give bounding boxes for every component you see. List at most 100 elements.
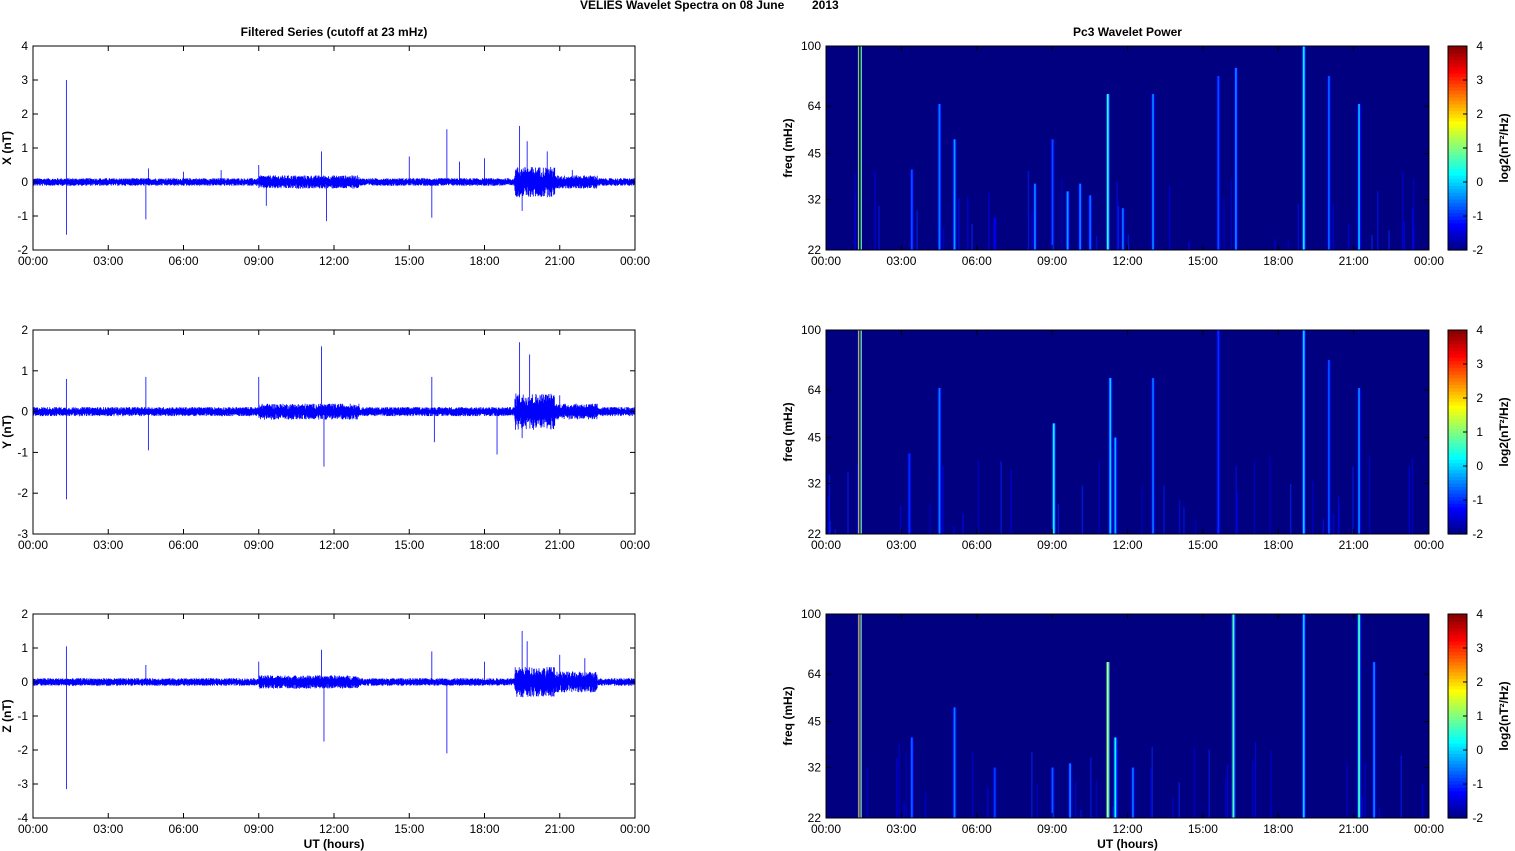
colorbar-swatch [1448,719,1467,724]
colorbar-swatch [1448,148,1467,152]
series-xtick-label: 15:00 [394,538,424,552]
heatmap-cell [988,193,990,250]
heatmap-streak [1052,423,1055,534]
colorbar-swatch [1448,517,1467,521]
colorbar-swatch [1448,699,1467,703]
colorbar-swatch [1448,76,1467,81]
colorbar-swatch [1448,614,1467,618]
heatmap-streak [1302,46,1305,250]
series-xtick-label: 09:00 [244,538,274,552]
heatmap-xtick-label: 03:00 [886,254,916,268]
heatmap-cell [827,495,830,534]
heatmap-cell [1332,204,1335,250]
heatmap-cell [1151,746,1153,818]
ytick-label: 100 [801,323,821,337]
ytick-label: 2 [21,107,28,121]
ytick-label: 64 [808,99,822,113]
colorbar-swatch [1448,472,1467,477]
heatmap-cell [1117,206,1120,250]
heatmap-streak [1328,360,1330,534]
heatmap-cell [1188,241,1190,250]
colorbar-swatch [1448,675,1467,680]
colorbar-swatch [1448,398,1467,402]
heatmap-cell [958,198,960,250]
ytick-label: 3 [21,73,28,87]
colorbar-swatch [1448,246,1467,251]
colorbar-swatch [1448,97,1467,101]
heatmap-cell [971,223,973,250]
heatmap-cell [971,752,974,818]
colorbar-swatch [1448,103,1467,108]
heatmap-cell [847,471,849,534]
colorbar-swatch [1448,188,1467,193]
colorbar-swatch [1448,445,1467,450]
heatmap-cell [1026,248,1028,250]
colorbar-label: log2(nT²/Hz) [1497,397,1511,466]
heatmap-streak [1358,614,1360,818]
heatmap-cell [1036,783,1039,818]
heatmap-streak [1066,191,1069,250]
x-axis-label: UT (hours) [304,837,365,851]
colorbar-swatch [1448,455,1467,460]
heatmap-xtick-label: 09:00 [1037,822,1067,836]
colorbar-swatch [1448,131,1467,135]
colorbar-swatch [1448,729,1467,734]
colorbar-swatch [1448,506,1467,511]
colorbar-swatch [1448,137,1467,142]
heatmap-streak [910,169,913,250]
heatmap-cell [896,758,898,818]
colorbar-swatch [1448,195,1467,200]
heatmap-streak [1069,763,1072,818]
heatmap-xtick-label: 03:00 [886,822,916,836]
y-axis-label: freq (mHz) [781,118,795,177]
series-xtick-label: 09:00 [244,254,274,268]
heatmap-cell [1230,179,1233,250]
colorbar-swatch [1448,59,1467,64]
colorbar-tick-label: -2 [1472,811,1483,825]
ytick-label: 45 [808,147,822,161]
heatmap-cell [1172,797,1174,818]
y-axis-label: X (nT) [0,131,14,165]
plot-area [33,330,635,534]
colorbar: -2 -1 0 1 2 3 4 log2(nT²/Hz) [1447,39,1511,257]
ytick-label: -4 [17,811,28,825]
colorbar-swatch [1448,381,1467,385]
colorbar-tick-label: 3 [1476,73,1483,87]
series-xtick-label: 18:00 [469,822,499,836]
colorbar-swatch [1448,158,1467,163]
colorbar-swatch [1448,56,1467,61]
colorbar-swatch [1448,442,1467,447]
heatmap-streak [1358,388,1360,534]
y-axis-label: Y (nT) [0,415,14,449]
figure-title: VELIES Wavelet Spectra on 08 June [580,0,785,12]
colorbar-swatch [1448,794,1467,799]
ytick-label: 1 [21,141,28,155]
heatmap-streak [938,388,941,534]
colorbar-swatch [1448,743,1467,748]
colorbar-swatch [1448,141,1467,146]
colorbar-swatch [1448,185,1467,190]
heatmap-cell [1000,461,1002,534]
heatmap-xtick-label: 21:00 [1339,822,1369,836]
heatmap-cell [1080,809,1082,818]
colorbar-swatch [1448,86,1467,91]
ytick-label: 4 [21,39,28,53]
colorbar-swatch [1448,134,1467,139]
colorbar-tick-label: 0 [1476,459,1483,473]
series-xtick-label: 06:00 [168,822,198,836]
heatmap-streak [1373,662,1376,818]
heatmap-streak [1051,139,1054,250]
ytick-label: -2 [17,486,28,500]
heatmap-xtick-label: 09:00 [1037,254,1067,268]
heatmap-cell [1095,780,1098,818]
heatmap-streak [953,139,956,250]
colorbar-tick-label: 4 [1476,607,1483,621]
plot-area [33,46,635,250]
ytick-label: 32 [808,193,822,207]
heatmap-xtick-label: 03:00 [886,538,916,552]
colorbar-swatch [1448,753,1467,758]
ytick-label: 45 [808,715,822,729]
heatmap-xtick-label: 00:00 [1414,538,1444,552]
